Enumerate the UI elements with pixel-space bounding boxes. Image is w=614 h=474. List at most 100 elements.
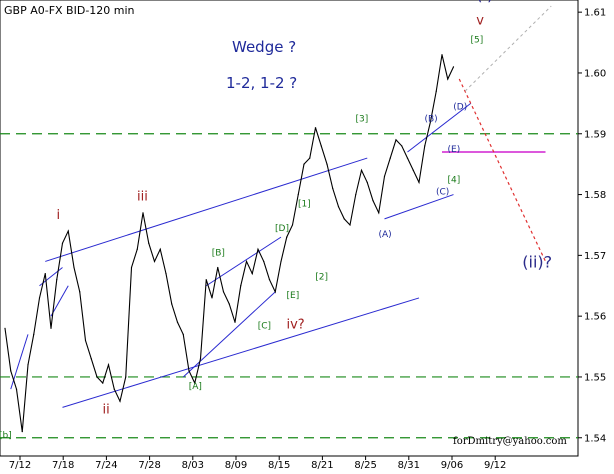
green-wave-label-0: [b] bbox=[0, 431, 12, 441]
price-point bbox=[303, 163, 305, 165]
price-point bbox=[424, 145, 426, 147]
price-point bbox=[274, 291, 276, 293]
price-point bbox=[268, 279, 271, 281]
price-point bbox=[130, 266, 133, 269]
price-point bbox=[182, 333, 184, 335]
price-point bbox=[343, 218, 345, 220]
price-point bbox=[21, 431, 23, 433]
price-point bbox=[257, 248, 259, 250]
price-point bbox=[90, 358, 92, 360]
purple-wave-label-1: (ii)? bbox=[522, 253, 552, 272]
price-point bbox=[389, 157, 391, 159]
price-point bbox=[429, 121, 432, 123]
red-wave-label-0: i bbox=[57, 208, 61, 223]
price-point bbox=[56, 279, 58, 281]
price-point bbox=[234, 321, 236, 323]
x-tick-label: 8/21 bbox=[311, 460, 333, 470]
projection-down-line bbox=[458, 78, 547, 262]
price-point bbox=[222, 291, 225, 293]
price-point bbox=[395, 139, 397, 141]
price-point bbox=[119, 400, 121, 402]
diagonal-lower-line bbox=[384, 194, 454, 220]
price-point bbox=[171, 303, 173, 305]
y-tick-label: 1.61 bbox=[584, 8, 606, 19]
green-wave-label-9: [4] bbox=[448, 175, 461, 185]
price-point bbox=[355, 193, 357, 196]
price-point bbox=[199, 358, 202, 360]
price-point bbox=[418, 181, 420, 183]
price-point bbox=[188, 370, 190, 372]
price-point bbox=[73, 266, 75, 269]
price-point bbox=[67, 230, 69, 232]
price-point bbox=[50, 327, 52, 329]
price-point bbox=[176, 321, 179, 323]
blue-wave-label-4: (E) bbox=[448, 145, 461, 155]
price-point bbox=[44, 273, 46, 275]
price-point bbox=[194, 382, 196, 384]
price-point bbox=[441, 54, 443, 56]
x-tick-label: 8/31 bbox=[398, 460, 420, 470]
red-wave-label-3: iv? bbox=[287, 317, 305, 332]
y-tick-label: 1.54 bbox=[584, 433, 606, 444]
price-point bbox=[360, 169, 363, 171]
price-point bbox=[84, 339, 87, 342]
price-point bbox=[15, 388, 18, 390]
y-tick-label: 1.59 bbox=[584, 129, 606, 140]
green-wave-label-8: [3] bbox=[356, 115, 369, 125]
price-point bbox=[332, 187, 334, 190]
price-point bbox=[4, 327, 6, 329]
price-point bbox=[217, 266, 219, 269]
price-point bbox=[383, 175, 386, 177]
green-wave-label-4: [D] bbox=[275, 224, 289, 234]
projection-up-line bbox=[464, 5, 552, 92]
y-tick-label: 1.58 bbox=[584, 190, 606, 201]
price-point bbox=[61, 242, 64, 244]
price-point bbox=[291, 224, 294, 226]
red-wave-label-2: iii bbox=[137, 190, 148, 205]
chart-title: GBP A0-FX BID-120 min bbox=[4, 4, 135, 17]
x-tick-label: 8/15 bbox=[268, 460, 290, 470]
y-tick-label: 1.55 bbox=[584, 372, 606, 383]
price-point bbox=[10, 370, 12, 372]
price-point bbox=[113, 388, 115, 390]
x-tick-label: 8/25 bbox=[354, 460, 376, 470]
price-point bbox=[33, 333, 35, 335]
purple-wave-label-0: (i)? bbox=[476, 0, 501, 4]
price-point bbox=[125, 376, 127, 378]
price-point bbox=[349, 224, 351, 226]
price-point bbox=[153, 260, 156, 263]
blue-wave-label-1: (B) bbox=[425, 115, 438, 125]
green-wave-label-5: [E] bbox=[287, 291, 300, 301]
price-point bbox=[280, 260, 282, 263]
channel-lower-line bbox=[62, 297, 420, 408]
price-point bbox=[297, 193, 299, 196]
small-up-line-2 bbox=[50, 285, 69, 317]
price-point bbox=[148, 242, 150, 244]
y-tick-label: 1.57 bbox=[584, 251, 606, 262]
x-tick-label: 7/12 bbox=[9, 460, 31, 470]
price-point bbox=[412, 169, 414, 171]
price-point bbox=[372, 200, 374, 202]
green-wave-label-3: [C] bbox=[258, 321, 271, 331]
price-point bbox=[142, 212, 144, 214]
wedge-lower-line bbox=[182, 291, 276, 378]
x-tick-label: 7/28 bbox=[138, 460, 160, 470]
wedge-upper-line bbox=[205, 236, 282, 287]
price-point bbox=[263, 260, 265, 263]
x-tick-label: 8/09 bbox=[225, 460, 247, 470]
green-wave-label-10: [5] bbox=[471, 36, 484, 46]
price-point bbox=[136, 248, 138, 250]
price-point bbox=[165, 273, 167, 275]
blue-wave-label-3: (D) bbox=[453, 102, 467, 112]
price-point bbox=[366, 181, 368, 183]
price-point bbox=[309, 157, 311, 159]
price-point bbox=[79, 291, 81, 293]
x-tick-label: 7/18 bbox=[52, 460, 74, 470]
price-point bbox=[27, 364, 29, 366]
y-tick-label: 1.56 bbox=[584, 312, 606, 323]
price-point bbox=[159, 248, 161, 250]
price-point bbox=[314, 127, 317, 129]
green-wave-label-6: [1] bbox=[298, 200, 311, 210]
